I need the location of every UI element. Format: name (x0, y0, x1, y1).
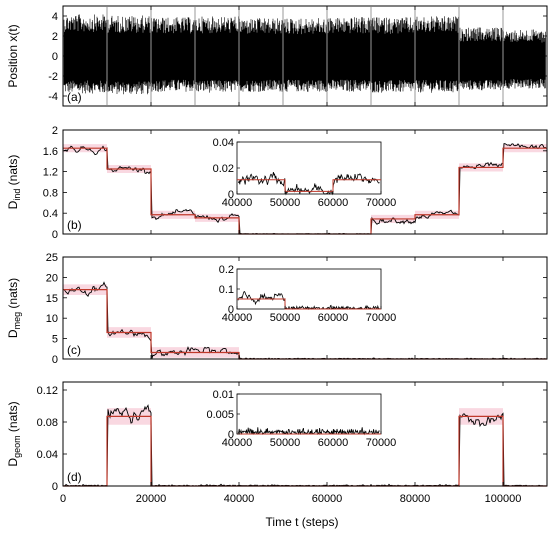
y-axis-title-unit: (nats) (6, 401, 20, 435)
y-axis-title-unit: (nats) (6, 278, 20, 312)
y-tick-label: 5 (52, 334, 58, 346)
inset-x-tick-label: 70000 (366, 197, 397, 209)
inset-y-tick-label: 0.04 (213, 137, 234, 149)
y-axis-title: Dgeom (nats) (6, 401, 22, 466)
y-axis-title-sub: geom (12, 435, 22, 458)
inset-x-tick-label: 60000 (318, 197, 349, 209)
y-tick-label: 4 (52, 11, 58, 23)
inset-y-tick-label: 0.01 (213, 389, 234, 401)
inset-y-tick-label: 0 (228, 304, 234, 316)
inset-step-fit (237, 179, 381, 192)
x-tick-label: 80000 (400, 493, 431, 505)
plot-frame (62, 129, 548, 235)
panel-d: 0 0.04 0.08 0.12 (d) Dgeom (nats) 0 0.005 0.01 40… (6, 381, 548, 493)
panel-label: (a) (67, 90, 82, 104)
y-axis-title-main: D (6, 458, 20, 467)
inset-trace (237, 427, 380, 436)
panel-b: 0 0.4 0.8 1.2 1.6 2 (b) Dind (nats) 0 0.02 0.04 400… (6, 125, 548, 241)
inset-y-tick-label: 0.005 (206, 409, 234, 421)
y-tick-label: -2 (48, 71, 58, 83)
inset-x-tick-label: 70000 (366, 437, 397, 449)
panel-c: 0 5 10 15 20 25 (c) Dmeg (nats) 0 0.1 0.2 40000 5000… (6, 252, 548, 366)
y-axis-title-sub: ind (12, 189, 22, 201)
y-tick-label: 0.8 (43, 187, 58, 199)
x-tick-label: 20000 (136, 493, 167, 505)
y-tick-label: 0.4 (43, 208, 58, 220)
plot-frame (62, 381, 548, 487)
inset-x-tick-label: 50000 (270, 437, 301, 449)
y-tick-label: 25 (46, 252, 58, 264)
x-tick-label: 0 (60, 493, 66, 505)
panel-a: -4 -2 0 2 4 (a) Position x(t) (6, 5, 548, 107)
confidence-band (107, 408, 503, 425)
panel-label: (b) (67, 218, 82, 232)
inset-frame (236, 393, 382, 435)
x-tick-label: 60000 (312, 493, 343, 505)
plot-frame (62, 256, 548, 360)
inset-frame (236, 268, 382, 310)
y-tick-label: 0.08 (37, 417, 58, 429)
y-tick-label: 10 (46, 313, 58, 325)
shared-x-axis: 0 20000 40000 60000 80000 100000 (60, 493, 521, 505)
y-axis-title: Dind (nats) (6, 155, 22, 210)
inset-x-tick-label: 50000 (270, 312, 301, 324)
inset-y-tick-label: 0 (228, 189, 234, 201)
y-tick-label: 1.6 (43, 146, 58, 158)
y-axis-title: Dmeg (nats) (6, 278, 22, 338)
y-tick-label: 0 (52, 481, 58, 493)
y-axis-title-unit: (nats) (6, 155, 20, 189)
inset-x-tick-label: 60000 (318, 437, 349, 449)
inset: 0 0.02 0.04 40000 50000 60000 70000 (213, 137, 397, 209)
y-axis-title-main: D (6, 329, 20, 338)
x-tick-label: 40000 (224, 493, 255, 505)
y-tick-label: 0.12 (37, 385, 58, 397)
inset-x-tick-label: 70000 (366, 312, 397, 324)
panel-label: (d) (67, 470, 82, 484)
y-tick-label: 2 (52, 31, 58, 43)
inset-y-tick-label: 0 (228, 429, 234, 441)
inset: 0 0.1 0.2 40000 50000 60000 70000 (219, 264, 397, 324)
trajectory-trace (63, 14, 546, 95)
plot-frame (62, 5, 548, 107)
x-axis-title: Time t (steps) (266, 515, 339, 529)
x-tick-label: 100000 (485, 493, 522, 505)
y-tick-label: 0 (52, 51, 58, 63)
inset-x-tick-label: 40000 (222, 197, 253, 209)
y-tick-label: 1.2 (43, 167, 58, 179)
inset-y-tick-label: 0.02 (213, 163, 234, 175)
inset-y-tick-label: 0.2 (219, 264, 234, 276)
inset-x-tick-label: 60000 (318, 312, 349, 324)
inset: 0 0.005 0.01 40000 50000 60000 70000 (206, 389, 396, 449)
y-tick-label: 2 (52, 125, 58, 137)
inset-x-tick-label: 40000 (222, 312, 253, 324)
y-axis-title-main: D (6, 200, 20, 209)
inset-y-tick-label: 0.1 (219, 284, 234, 296)
inset-x-tick-label: 50000 (270, 197, 301, 209)
inset-frame (236, 141, 382, 195)
y-tick-label: 0 (52, 354, 58, 366)
y-tick-label: 20 (46, 272, 58, 284)
y-tick-label: -4 (48, 91, 58, 103)
y-axis-title-sub: meg (12, 312, 22, 330)
y-axis-title: Position x(t) (6, 24, 20, 87)
y-tick-label: 0 (52, 229, 58, 241)
y-tick-label: 0.04 (37, 449, 58, 461)
y-tick-label: 15 (46, 293, 58, 305)
inset-x-tick-label: 40000 (222, 437, 253, 449)
panel-label: (c) (67, 343, 81, 357)
